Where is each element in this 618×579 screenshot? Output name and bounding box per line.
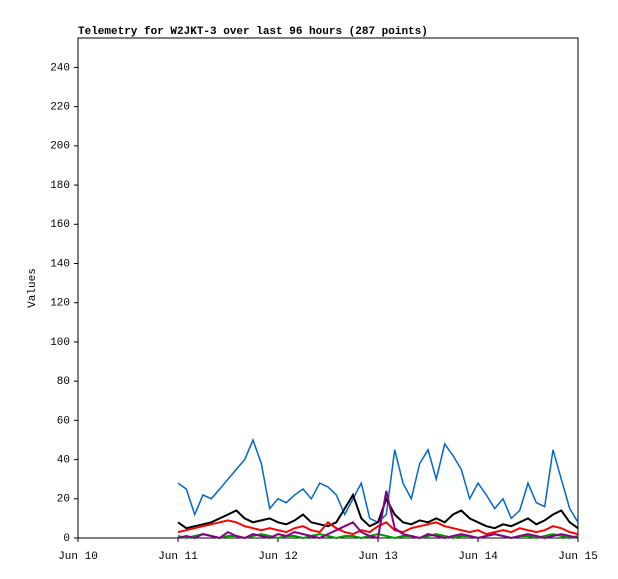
y-tick-label: 120 [50, 298, 70, 310]
plot-frame [77, 37, 579, 539]
y-tick-label: 160 [50, 219, 70, 231]
series-line [177, 490, 579, 540]
y-tick-label: 140 [50, 258, 70, 270]
x-tick-label: Jun 10 [58, 551, 98, 563]
y-tick-label: 40 [57, 454, 70, 466]
y-tick-label: 220 [50, 102, 70, 114]
x-tick-label: Jun 13 [358, 551, 398, 563]
chart-title: Telemetry for W2JKT-3 over last 96 hours… [78, 26, 428, 38]
x-tick-label: Jun 11 [158, 551, 198, 563]
x-tick-label: Jun 14 [458, 551, 498, 563]
y-tick-label: 200 [50, 141, 70, 153]
y-axis-label: Values [27, 268, 39, 308]
y-tick-label: 100 [50, 337, 70, 349]
y-tick-label: 60 [57, 415, 70, 427]
series-line [177, 519, 579, 536]
series-line [177, 437, 579, 524]
y-tick-label: 0 [63, 533, 70, 545]
y-tick-label: 240 [50, 62, 70, 74]
series-line [177, 492, 579, 530]
x-tick-label: Jun 12 [258, 551, 298, 563]
y-tick-label: 180 [50, 180, 70, 192]
y-tick-label: 80 [57, 376, 70, 388]
y-tick-label: 20 [57, 494, 70, 506]
x-tick-label: Jun 15 [558, 551, 598, 563]
